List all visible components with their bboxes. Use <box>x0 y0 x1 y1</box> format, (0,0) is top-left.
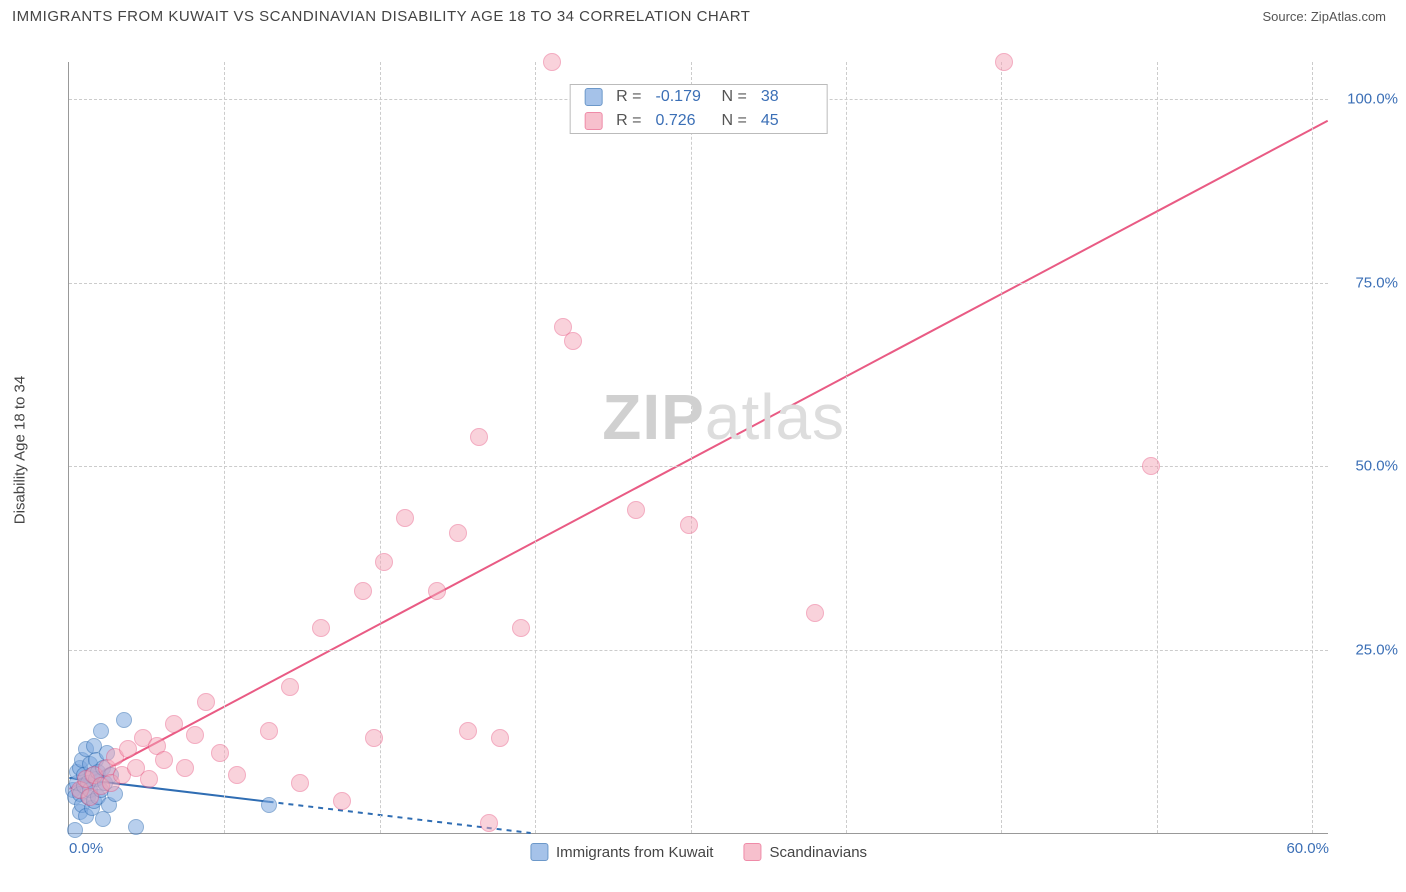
data-point <box>491 729 509 747</box>
plot-area: ZIPatlas R =-0.179N =38R =0.726N =45 Imm… <box>68 62 1328 834</box>
data-point <box>261 797 277 813</box>
data-point <box>396 509 414 527</box>
stat-n-value: 38 <box>761 88 813 106</box>
data-point <box>67 822 83 838</box>
data-point <box>228 766 246 784</box>
legend-swatch <box>584 112 602 130</box>
data-point <box>165 715 183 733</box>
data-point <box>312 619 330 637</box>
data-point <box>93 723 109 739</box>
stat-r-value: -0.179 <box>656 88 708 106</box>
stats-legend-row: R = -0.179 N = 38 <box>570 85 827 109</box>
grid-line-h <box>69 466 1328 467</box>
stat-r-label: R = <box>616 112 641 130</box>
stats-legend: R = -0.179 N = 38 R = 0.726 N = 45 <box>569 84 828 134</box>
chart-header: IMMIGRANTS FROM KUWAIT VS SCANDINAVIAN D… <box>0 0 1406 29</box>
series-legend: Immigrants from Kuwait Scandinavians <box>530 843 867 861</box>
legend-label: Immigrants from Kuwait <box>556 844 714 861</box>
data-point <box>95 811 111 827</box>
x-tick-label: 0.0% <box>69 840 103 857</box>
data-point <box>1142 457 1160 475</box>
trend-lines <box>69 62 1328 833</box>
y-tick-label: 75.0% <box>1338 274 1398 291</box>
data-point <box>116 712 132 728</box>
legend-swatch <box>743 843 761 861</box>
data-point <box>128 819 144 835</box>
watermark: ZIPatlas <box>602 380 845 454</box>
data-point <box>543 53 561 71</box>
legend-item: Immigrants from Kuwait <box>530 843 714 861</box>
data-point <box>176 759 194 777</box>
data-point <box>186 726 204 744</box>
stat-r-label: R = <box>616 88 641 106</box>
chart-title: IMMIGRANTS FROM KUWAIT VS SCANDINAVIAN D… <box>12 8 750 25</box>
data-point <box>512 619 530 637</box>
legend-item: Scandinavians <box>743 843 867 861</box>
data-point <box>281 678 299 696</box>
grid-line-v <box>1312 62 1313 833</box>
data-point <box>480 814 498 832</box>
y-axis-title: Disability Age 18 to 34 <box>12 376 29 524</box>
data-point <box>291 774 309 792</box>
data-point <box>375 553 393 571</box>
grid-line-v <box>1157 62 1158 833</box>
legend-swatch <box>584 88 602 106</box>
data-point <box>354 582 372 600</box>
grid-line-v <box>535 62 536 833</box>
stat-n-value: 45 <box>761 112 813 130</box>
data-point <box>155 751 173 769</box>
data-point <box>197 693 215 711</box>
data-point <box>140 770 158 788</box>
stat-n-label: N = <box>722 112 747 130</box>
legend-label: Scandinavians <box>769 844 867 861</box>
grid-line-v <box>224 62 225 833</box>
data-point <box>260 722 278 740</box>
data-point <box>470 428 488 446</box>
data-point <box>333 792 351 810</box>
data-point <box>449 524 467 542</box>
chart-container: Disability Age 18 to 34 ZIPatlas R =-0.1… <box>50 40 1390 860</box>
grid-line-h <box>69 650 1328 651</box>
data-point <box>365 729 383 747</box>
grid-line-h <box>69 283 1328 284</box>
grid-line-v <box>691 62 692 833</box>
x-tick-label: 60.0% <box>1286 840 1329 857</box>
data-point <box>428 582 446 600</box>
stat-n-label: N = <box>722 88 747 106</box>
data-point <box>564 332 582 350</box>
data-point <box>995 53 1013 71</box>
y-tick-label: 100.0% <box>1338 90 1398 107</box>
grid-line-v <box>380 62 381 833</box>
data-point <box>211 744 229 762</box>
chart-source: Source: ZipAtlas.com <box>1262 9 1386 24</box>
stats-legend-row: R = 0.726 N = 45 <box>570 109 827 133</box>
data-point <box>680 516 698 534</box>
data-point <box>459 722 477 740</box>
legend-swatch <box>530 843 548 861</box>
y-tick-label: 25.0% <box>1338 642 1398 659</box>
y-tick-label: 50.0% <box>1338 458 1398 475</box>
grid-line-v <box>846 62 847 833</box>
data-point <box>627 501 645 519</box>
stat-r-value: 0.726 <box>656 112 708 130</box>
data-point <box>806 604 824 622</box>
grid-line-v <box>1001 62 1002 833</box>
